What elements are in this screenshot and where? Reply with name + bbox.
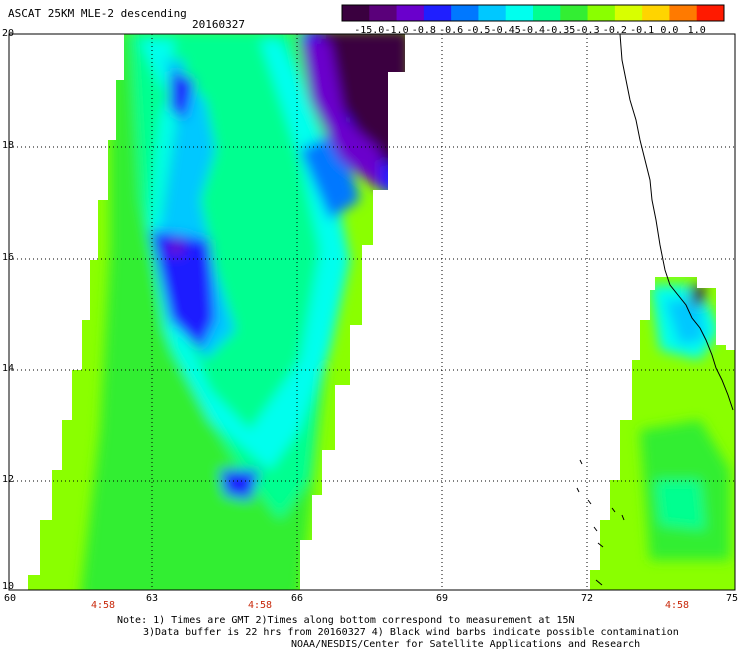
colorbar-label: -0.8 [411, 25, 436, 36]
x-tick-69: 69 [436, 593, 449, 604]
x-tick-60: 60 [4, 593, 17, 604]
x-tick-72: 72 [581, 593, 594, 604]
colorbar-cell [369, 5, 398, 21]
colorbar-label: 0.0 [660, 25, 679, 36]
note-line-2: 3)Data buffer is 22 hrs from 20160327 4)… [143, 627, 679, 638]
colorbar-label: -0.6 [439, 25, 464, 36]
plot-frame [8, 33, 736, 591]
y-tick-10: 10 [2, 581, 15, 592]
colorbar-label: -0.5 [466, 25, 491, 36]
colorbar-label: -0.35 [545, 25, 576, 36]
colorbar-label: -0.45 [490, 25, 521, 36]
colorbar-label: -0.1 [630, 25, 655, 36]
colorbar-cell [560, 5, 589, 21]
colorbar-cell [533, 5, 561, 21]
colorbar-label: -0.4 [520, 25, 546, 36]
x-tick-63: 63 [146, 593, 159, 604]
colorbar-cell [342, 5, 370, 21]
y-tick-18: 18 [2, 140, 15, 151]
y-tick-12: 12 [2, 474, 15, 485]
colorbar-label: -0.3 [575, 25, 600, 36]
colorbar-label: -1.0 [384, 25, 409, 36]
y-tick-16: 16 [2, 252, 15, 263]
x-tick-75: 75 [726, 593, 739, 604]
y-tick-14: 14 [2, 363, 15, 374]
colorbar-cell [587, 5, 616, 21]
colorbar-cell [696, 5, 725, 21]
colorbar [341, 4, 725, 22]
colorbar-label: -0.2 [602, 25, 627, 36]
note-line-3: NOAA/NESDIS/Center for Satellite Applica… [291, 639, 641, 650]
map-title: ASCAT 25KM MLE-2 descending [8, 7, 187, 20]
map-date: 20160327 [192, 18, 245, 31]
coastline [619, 33, 734, 411]
colorbar-cell [396, 5, 425, 21]
colorbar-cell [451, 5, 479, 21]
colorbar-label: 1.0 [687, 25, 706, 36]
colorbar-cell [642, 5, 670, 21]
colorbar-cell [478, 5, 507, 21]
colorbar-label: -15.0 [354, 25, 385, 36]
y-tick-20: 20 [2, 28, 15, 39]
colorbar-cell [423, 5, 452, 21]
note-line-1: Note: 1) Times are GMT 2)Times along bot… [117, 615, 575, 626]
time-label-left: 4:58 [90, 600, 116, 611]
x-tick-66: 66 [291, 593, 304, 604]
grid-lines [9, 34, 735, 590]
colorbar-cell [505, 5, 534, 21]
colorbar-cell [669, 5, 698, 21]
colorbar-cell [614, 5, 643, 21]
time-label-middle: 4:58 [247, 600, 273, 611]
time-label-right: 4:58 [664, 600, 690, 611]
